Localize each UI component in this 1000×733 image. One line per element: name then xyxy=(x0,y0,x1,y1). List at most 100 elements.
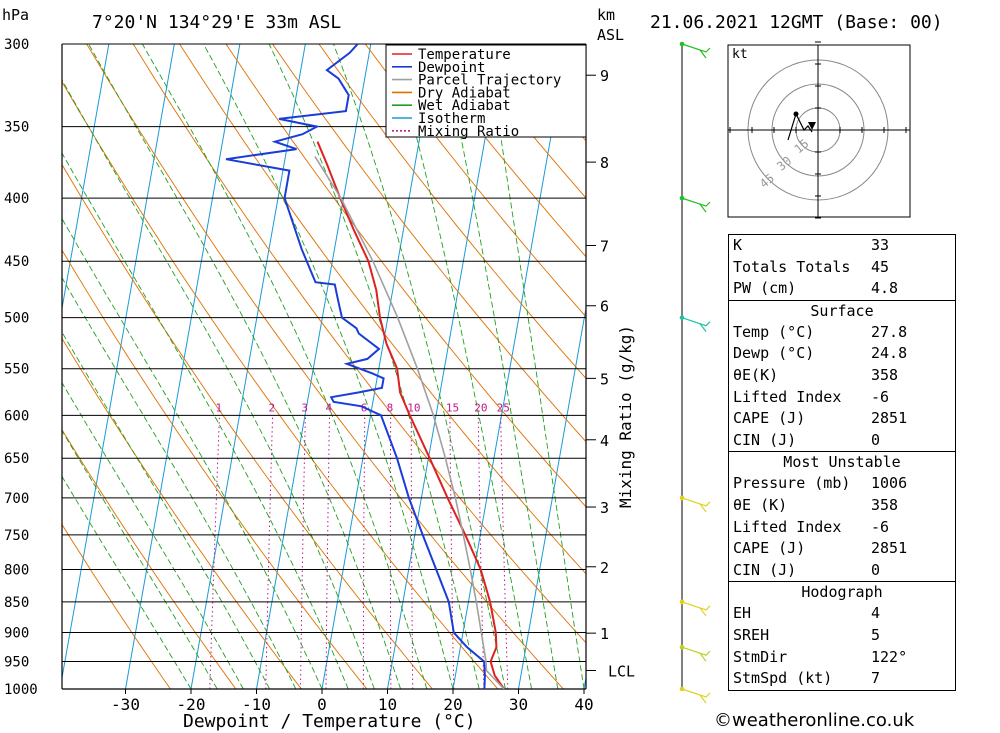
mixing-ratio-line xyxy=(362,415,366,689)
km-tick-label: 1 xyxy=(600,625,609,643)
hodograph-title: Hodograph xyxy=(801,583,883,602)
index-row: θE (K) 358 xyxy=(733,495,899,514)
hodograph-point xyxy=(793,111,799,117)
km-tick-label: 6 xyxy=(600,298,609,316)
isotherm-line xyxy=(256,44,372,689)
hodograph-trace xyxy=(787,112,813,141)
pressure-tick-label: 500 xyxy=(4,311,29,327)
x-tick-label: 30 xyxy=(509,695,528,714)
wind-barb xyxy=(681,43,711,53)
pressure-tick-label: 600 xyxy=(4,408,29,424)
km-tick-label: 4 xyxy=(600,432,609,450)
km-tick-label: LCL xyxy=(608,662,635,680)
wet-adiabat-line xyxy=(268,44,480,689)
mixing-ratio-tick-label: 25 xyxy=(497,401,510,414)
wet-adiabat-line xyxy=(142,44,428,689)
dry-adiabat-line xyxy=(62,80,499,689)
dry-adiabat-line xyxy=(62,337,302,689)
dry-adiabat-line xyxy=(411,44,586,258)
datetime-title: 21.06.2021 12GMT (Base: 00) xyxy=(650,12,943,33)
wet-adiabat-line xyxy=(62,381,244,689)
indices-top-section: K 33 Totals Totals 45 PW (cm) 4.8 xyxy=(729,235,955,300)
wind-profile xyxy=(679,41,711,704)
wind-barb xyxy=(681,317,711,327)
index-row: CIN (J) 0 xyxy=(733,430,881,449)
dry-adiabat-line xyxy=(62,523,171,689)
pressure-tick-label: 850 xyxy=(4,595,29,611)
index-row: Temp (°C) 27.8 xyxy=(733,322,908,341)
mixing-ratio-line xyxy=(300,415,306,689)
x-tick-label: 40 xyxy=(574,695,593,714)
isotherm-line xyxy=(125,44,241,689)
dry-adiabat-line xyxy=(86,44,564,689)
mixing-ratio-line xyxy=(449,415,455,689)
km-tick-label: 9 xyxy=(600,67,609,85)
pressure-tick-label: 650 xyxy=(4,451,29,467)
pressure-tick-label: 450 xyxy=(4,254,29,270)
wet-adiabat-line xyxy=(485,44,585,689)
storm-motion-marker xyxy=(808,122,816,130)
x-tick-label: -10 xyxy=(242,695,271,714)
wet-adiabat-line xyxy=(203,44,454,689)
pressure-tick-label: 1000 xyxy=(4,682,38,698)
pressure-tick-label: 700 xyxy=(4,491,29,507)
indices-panel: K 33 Totals Totals 45 PW (cm) 4.8 Surface T… xyxy=(728,234,956,691)
pressure-tick-label: 950 xyxy=(4,655,29,671)
pressure-tick-label: 550 xyxy=(4,362,29,378)
km-tick-label: 2 xyxy=(600,559,609,577)
most-unstable-section: Most Unstable Pressure (mb) 1006 θE (K) 35… xyxy=(729,451,955,581)
height-unit-asl: ASL xyxy=(597,26,624,44)
x-tick-label: 20 xyxy=(443,695,462,714)
wet-adiabat-line xyxy=(62,276,297,689)
parcel-trajectory-series xyxy=(314,155,505,689)
index-row: StmSpd (kt) 7 xyxy=(733,669,881,688)
pressure-tick-label: 350 xyxy=(4,120,29,136)
index-row: K 33 xyxy=(733,236,890,254)
mixing-ratio-line xyxy=(500,415,509,689)
wind-barb-flag xyxy=(699,652,707,662)
dry-adiabat-line xyxy=(225,44,586,508)
wet-adiabat-line xyxy=(62,475,192,689)
index-row: SREH 5 xyxy=(733,625,881,644)
index-row: θE(K) 358 xyxy=(733,365,899,384)
x-tick-label: 0 xyxy=(317,695,327,714)
mixing-ratio-tick-label: 3 xyxy=(301,401,308,414)
surface-title: Surface xyxy=(810,301,874,320)
wet-adiabat-line xyxy=(62,429,218,689)
hodograph-unit-label: kt xyxy=(732,47,748,62)
dry-adiabat-line xyxy=(62,428,237,689)
wind-barb-flag xyxy=(699,49,707,59)
legend-label: Isotherm xyxy=(418,111,485,127)
legend-label: Dry Adiabat xyxy=(418,85,511,101)
mixing-ratio-line xyxy=(389,415,392,689)
height-unit-label: km xyxy=(597,6,615,24)
index-row: Dewp (°C) 24.8 xyxy=(733,344,908,363)
legend-label: Temperature xyxy=(418,47,511,63)
dry-adiabat-line xyxy=(318,44,586,380)
wet-adiabat-line xyxy=(62,152,349,689)
index-row: Totals Totals 45 xyxy=(733,257,890,276)
location-title: 7°20'N 134°29'E 33m ASL xyxy=(92,12,341,33)
wind-barb-flag xyxy=(699,503,707,513)
isotherm-line xyxy=(190,44,306,689)
km-tick-label: 7 xyxy=(600,238,609,256)
km-tick-label: 8 xyxy=(600,154,609,172)
index-row: StmDir 122° xyxy=(733,647,908,666)
index-row: Lifted Index -6 xyxy=(733,517,890,536)
pressure-tick-label: 400 xyxy=(4,191,29,207)
legend-label: Parcel Trajectory xyxy=(418,73,561,89)
wind-barb-flag xyxy=(699,323,707,333)
index-row: CIN (J) 0 xyxy=(733,560,881,579)
surface-section: Surface Temp (°C) 27.8 Dewp (°C) 24.8 θE(K… xyxy=(729,299,955,452)
x-axis-label: Dewpoint / Temperature (°C) xyxy=(183,711,476,732)
mixing-ratio-tick-label: 2 xyxy=(269,401,276,414)
isotherm-line xyxy=(62,44,175,681)
wind-barb-flag xyxy=(699,694,707,704)
isotherm-line xyxy=(62,44,110,312)
pressure-tick-label: 300 xyxy=(4,37,29,53)
mixing-ratio-tick-label: 4 xyxy=(326,401,333,414)
credit-link[interactable]: ©weatheronline.co.uk xyxy=(714,710,915,731)
isotherm-line xyxy=(583,674,586,689)
dry-adiabat-line xyxy=(364,44,586,318)
